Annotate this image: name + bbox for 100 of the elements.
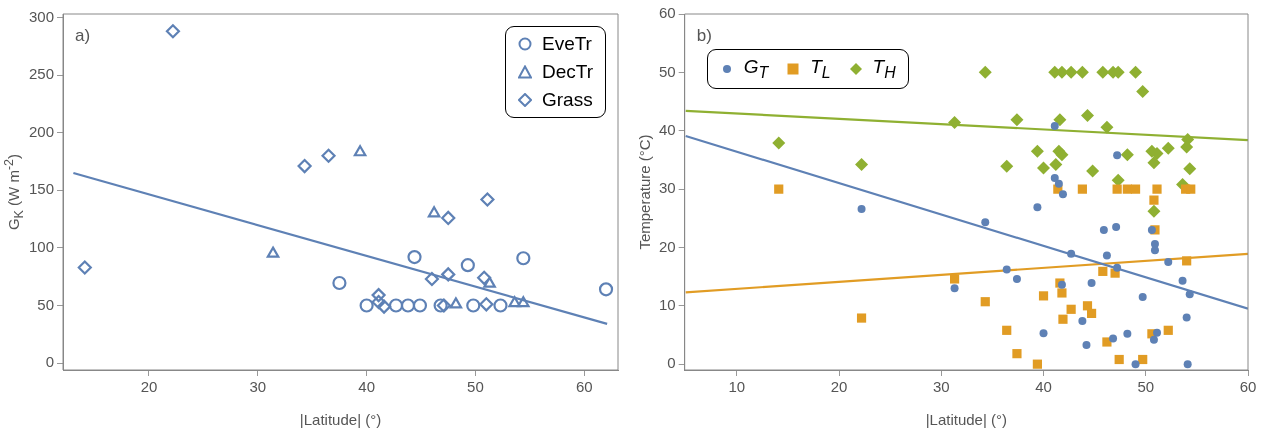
point: [1098, 266, 1108, 276]
point: [949, 274, 960, 284]
point: [371, 294, 386, 310]
point: [516, 251, 531, 266]
point: [353, 145, 367, 157]
x-axis-title: |Latitude| (°): [299, 411, 382, 429]
point: [388, 298, 404, 313]
point: [980, 297, 990, 307]
point: [376, 299, 392, 314]
legend-label: G$_{T}$: [743, 56, 769, 82]
point: [1114, 354, 1124, 365]
point: [321, 148, 336, 163]
y-axis-title: Temperature (°C): [635, 134, 653, 250]
point: [948, 116, 962, 130]
point: [297, 158, 312, 174]
point: [1178, 276, 1187, 285]
x-tick-label: 40: [1035, 378, 1052, 396]
y-tick-label: 300: [29, 7, 55, 25]
point: [1131, 360, 1140, 369]
point: [1100, 120, 1114, 134]
point: [479, 297, 494, 312]
point: [165, 24, 181, 39]
point: [1030, 144, 1044, 158]
point: [427, 206, 441, 218]
point: [1002, 265, 1011, 274]
point: [856, 313, 867, 323]
point: [477, 270, 492, 285]
x-tick-label: 30: [249, 378, 267, 396]
point: [857, 204, 866, 213]
point: [1038, 291, 1049, 301]
point: [1066, 304, 1076, 314]
point: [1058, 314, 1068, 324]
point: [598, 282, 614, 297]
point: [371, 288, 386, 303]
point: [424, 271, 440, 287]
y-tick-label: 50: [659, 62, 676, 80]
point: [1138, 354, 1148, 365]
point: [1054, 179, 1063, 188]
point: [1050, 173, 1059, 182]
point: [1075, 65, 1089, 79]
point: [1183, 162, 1197, 176]
x-tick-label: 50: [467, 378, 484, 396]
y-tick-label: 20: [659, 237, 676, 255]
point: [1164, 258, 1173, 267]
point: [1147, 156, 1161, 170]
point: [950, 284, 959, 293]
point: [1049, 158, 1063, 172]
point: [332, 275, 347, 291]
y-tick-label: 10: [659, 295, 676, 313]
point: [266, 246, 280, 258]
point: [441, 210, 456, 226]
x-tick-label: 60: [575, 378, 593, 396]
point: [493, 298, 508, 313]
y-tick-label: 200: [29, 122, 55, 140]
point: [1149, 195, 1159, 205]
point: [1182, 256, 1192, 266]
point: [1032, 359, 1042, 369]
point: [460, 258, 475, 273]
point: [1130, 184, 1141, 194]
point: [1109, 334, 1118, 343]
annotation: b): [696, 26, 712, 46]
point: [1086, 164, 1100, 178]
point: [978, 65, 992, 79]
point: [1012, 349, 1022, 359]
point: [483, 276, 496, 288]
point: [1080, 109, 1094, 123]
point: [1186, 184, 1196, 194]
point: [1050, 122, 1059, 131]
y-tick-label: 30: [659, 179, 676, 197]
point: [1037, 161, 1051, 175]
point: [1161, 141, 1175, 155]
point: [508, 296, 521, 308]
point: [1120, 148, 1134, 162]
point: [1039, 329, 1048, 338]
point: [1077, 184, 1087, 194]
annotation: a): [75, 26, 91, 46]
x-tick-label: 40: [358, 378, 375, 396]
legend-label: T$_{H}$: [872, 56, 896, 82]
x-axis-title: |Latitude| (°): [925, 411, 1008, 429]
point: [1123, 329, 1132, 338]
legend-label: EveTr: [541, 33, 592, 55]
x-tick-label: 20: [830, 378, 848, 396]
point: [1058, 190, 1067, 199]
point: [1185, 290, 1194, 299]
point: [77, 260, 92, 275]
point: [449, 297, 463, 309]
point: [359, 298, 374, 313]
y-tick-label: 40: [659, 120, 676, 138]
y-tick-label: 60: [659, 4, 676, 22]
point: [1012, 274, 1021, 283]
point: [1087, 279, 1096, 288]
point: [466, 298, 481, 313]
legend-label: T$_{L}$: [810, 56, 831, 82]
y-tick-label: 250: [29, 65, 55, 83]
point: [1010, 113, 1024, 127]
point: [855, 158, 869, 172]
point: [1112, 184, 1122, 194]
y-tick-label: 100: [29, 238, 55, 256]
y-tick-label: 0: [667, 354, 676, 372]
legend-label: Grass: [541, 89, 593, 111]
